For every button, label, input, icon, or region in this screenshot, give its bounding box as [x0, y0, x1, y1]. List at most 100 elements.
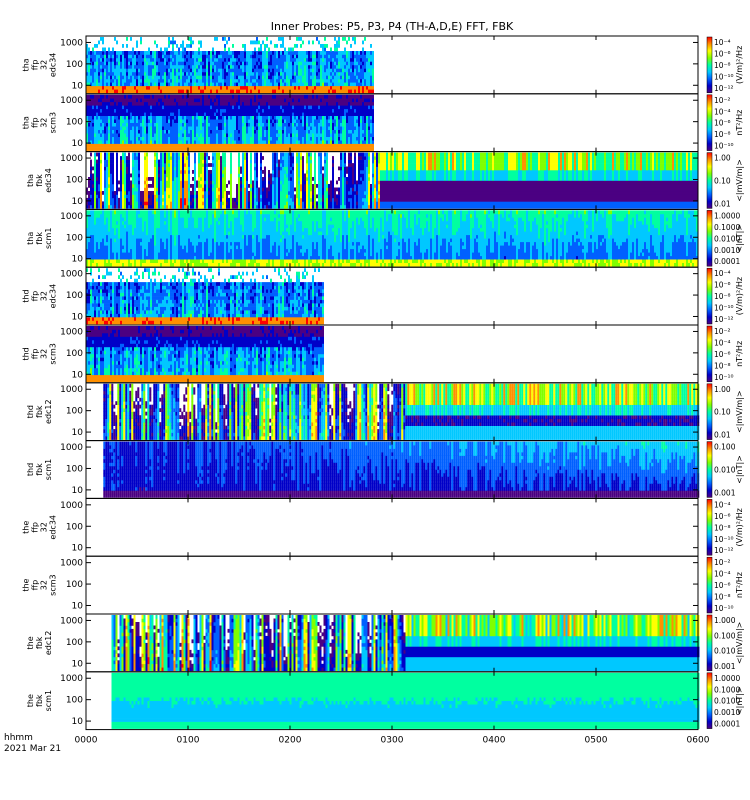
spectrogram-cell [92, 108, 94, 113]
spectrogram-cell [278, 129, 280, 134]
spectrogram-cell [174, 85, 176, 90]
spectrogram-cell [186, 94, 188, 99]
spectrogram-cell [194, 101, 196, 106]
spectrogram-cell [142, 197, 144, 202]
spectrogram-cell [124, 82, 126, 87]
spectrogram-cell [114, 54, 116, 59]
spectrogram-cell [234, 82, 236, 87]
spectrogram-cell [96, 147, 98, 151]
spectrogram-cell [136, 170, 138, 174]
spectrogram-cell [150, 71, 152, 76]
spectrogram-cell [132, 89, 134, 94]
spectrogram-cell [360, 112, 362, 116]
spectrogram-cell [104, 61, 106, 66]
spectrogram-cell [154, 85, 156, 90]
spectrogram-cell [296, 98, 298, 103]
spectrogram-cell [212, 101, 214, 106]
spectrogram-cell [330, 101, 332, 106]
spectrogram-cell [106, 57, 108, 62]
spectrogram-cell [168, 204, 170, 209]
spectrogram-cell [158, 89, 160, 94]
spectrogram-cell [122, 197, 124, 202]
spectrogram-cell [194, 197, 196, 202]
spectrogram-cell [138, 75, 140, 80]
spectrogram-cell [102, 119, 104, 123]
spectrogram-cell [212, 75, 214, 80]
spectrogram-cell [176, 133, 178, 137]
spectrogram-cell [232, 75, 234, 80]
spectrogram-cell [284, 78, 286, 83]
spectrogram-cell [148, 112, 150, 116]
spectrogram-cell [324, 37, 326, 41]
spectrogram-cell [350, 105, 352, 110]
spectrogram-cell [140, 119, 142, 123]
spectrogram-cell [192, 108, 194, 113]
spectrogram-cell [88, 119, 90, 123]
spectrogram-cell [252, 85, 254, 90]
spectrogram-cell [162, 136, 164, 141]
spectrogram-cell [372, 71, 374, 76]
spectrogram-cell [172, 197, 174, 202]
spectrogram-cell [232, 112, 234, 116]
spectrogram-cell [164, 108, 166, 113]
spectrogram-cell [292, 51, 294, 55]
spectrogram-cell [306, 89, 308, 94]
spectrogram-cell [214, 119, 216, 123]
spectrogram-cell [360, 61, 362, 66]
spectrogram-cell [278, 37, 280, 41]
spectrogram-cell [352, 105, 354, 110]
spectrogram-cell [148, 119, 150, 123]
spectrogram-cell [130, 129, 132, 134]
spectrogram-cell [320, 119, 322, 123]
spectrogram-cell [254, 98, 256, 103]
spectrogram-cell [116, 71, 118, 76]
spectrogram-cell [354, 40, 356, 45]
spectrogram-cell [188, 64, 190, 69]
spectrogram-cell [252, 108, 254, 113]
spectrogram-cell [364, 51, 366, 55]
spectrogram-cell [150, 51, 152, 55]
spectrogram-cell [146, 122, 148, 127]
spectrogram-cell [344, 57, 346, 62]
spectrogram-cell [316, 71, 318, 76]
spectrogram-cell [100, 126, 102, 130]
spectrogram-cell [252, 136, 254, 141]
spectrogram-cell [200, 119, 202, 123]
spectrogram-cell [324, 119, 326, 123]
spectrogram-cell [232, 54, 234, 59]
spectrogram-cell [170, 57, 172, 62]
spectrogram-cell [306, 94, 308, 99]
spectrogram-cell [110, 61, 112, 66]
spectrogram-cell [348, 61, 350, 66]
spectrogram-cell [138, 191, 140, 195]
spectrogram-cell [354, 68, 356, 73]
spectrogram-cell [116, 129, 118, 134]
spectrogram-cell [102, 85, 104, 90]
spectrogram-cell [188, 57, 190, 62]
spectrogram-cell [168, 51, 170, 55]
spectrogram-cell [118, 105, 120, 110]
spectrogram-cell [144, 119, 146, 123]
spectrogram-cell [318, 51, 320, 55]
spectrogram-cell [94, 194, 96, 199]
spectrogram-cell [184, 51, 186, 55]
spectrogram-cell [292, 143, 294, 148]
spectrogram-cell [148, 75, 150, 80]
spectrogram-cell [142, 89, 144, 94]
spectrogram-cell [134, 112, 136, 116]
spectrogram-cell [248, 51, 250, 55]
spectrogram-cell [174, 180, 176, 185]
spectrogram-cell [88, 191, 90, 195]
spectrogram-cell [288, 98, 290, 103]
spectrogram-cell [302, 126, 304, 130]
spectrogram-cell [204, 133, 206, 137]
spectrogram-cell [176, 85, 178, 90]
spectrogram-cell [344, 64, 346, 69]
spectrogram-cell [94, 94, 96, 99]
spectrogram-cell [352, 54, 354, 59]
spectrogram-cell [130, 147, 132, 151]
spectrogram-cell [318, 40, 320, 45]
spectrogram-cell [262, 112, 264, 116]
spectrogram-cell [172, 85, 174, 90]
spectrogram-cell [364, 61, 366, 66]
